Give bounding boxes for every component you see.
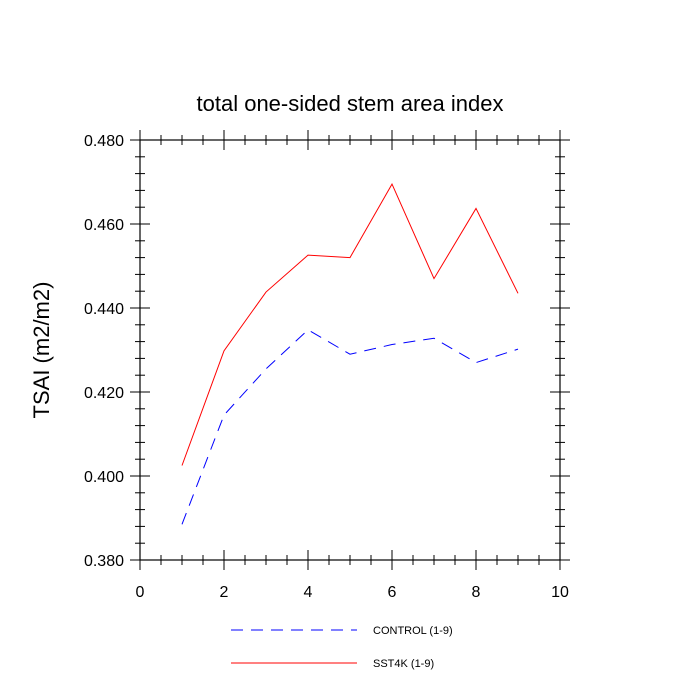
y-tick-label: 0.380 [84, 553, 124, 570]
y-tick-label: 0.400 [84, 469, 124, 486]
x-tick-label: 2 [220, 584, 229, 601]
y-tick-label: 0.440 [84, 301, 124, 318]
axis-ticks: 0 2 4 6 8 10 0.380 0.400 0.420 0.440 0.460 0.480 [84, 130, 570, 601]
y-tick-label: 0.460 [84, 217, 124, 234]
legend: CONTROL (1-9) SST4K (1-9) [231, 625, 453, 670]
legend-label: CONTROL (1-9) [373, 625, 453, 637]
series-lines [181, 182, 519, 525]
x-tick-label: 4 [304, 584, 313, 601]
plot-area-frame [139, 139, 561, 561]
y-tick-label: 0.420 [84, 385, 124, 402]
y-tick-label: 0.480 [84, 133, 124, 150]
series-line-control [181, 329, 519, 525]
series-line-sst4k [181, 182, 519, 466]
x-tick-label: 10 [551, 584, 569, 601]
chart-title: total one-sided stem area index [197, 91, 504, 116]
x-tick-label: 6 [388, 584, 397, 601]
legend-label: SST4K (1-9) [373, 658, 434, 670]
y-axis-label: TSAI (m2/m2) [29, 282, 54, 419]
x-tick-label: 8 [472, 584, 481, 601]
x-tick-label: 0 [136, 584, 145, 601]
